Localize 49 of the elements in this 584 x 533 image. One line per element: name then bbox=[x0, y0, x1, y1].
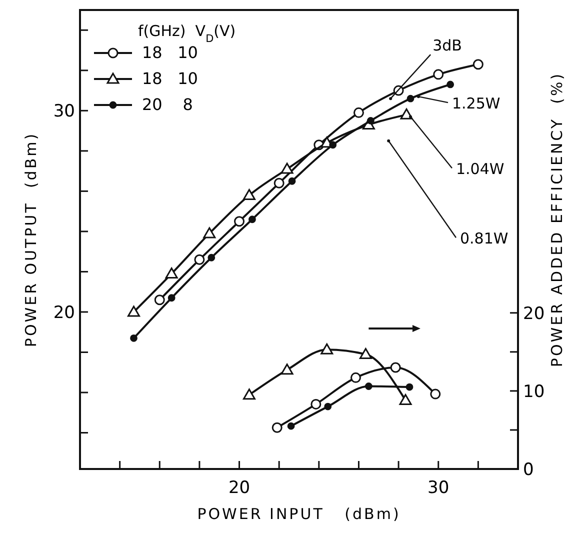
point bbox=[248, 216, 256, 224]
legend-label: 18 10 bbox=[142, 69, 198, 88]
point bbox=[406, 383, 414, 391]
point bbox=[274, 178, 284, 188]
point bbox=[364, 382, 372, 390]
point bbox=[165, 267, 178, 278]
y-axis-title: POWER OUTPUT (dBm) bbox=[22, 132, 40, 348]
annotation: 1.25W bbox=[452, 94, 500, 113]
point bbox=[194, 254, 205, 265]
point bbox=[203, 227, 216, 238]
point bbox=[400, 108, 413, 120]
point bbox=[128, 306, 140, 317]
point bbox=[310, 398, 322, 410]
point bbox=[234, 216, 245, 227]
y2-tick-label: 20 bbox=[523, 304, 545, 324]
annotation: 0.81W bbox=[460, 230, 508, 248]
point bbox=[320, 343, 334, 354]
point bbox=[242, 188, 256, 200]
point bbox=[350, 372, 361, 383]
point bbox=[472, 59, 484, 70]
y2-axis-title: POWER ADDED EFFICIENCY (%) bbox=[548, 72, 566, 368]
point bbox=[130, 334, 138, 342]
point bbox=[406, 94, 414, 102]
point bbox=[390, 362, 401, 373]
point bbox=[399, 394, 412, 406]
point bbox=[208, 254, 216, 262]
point bbox=[324, 402, 332, 410]
point bbox=[359, 348, 372, 359]
point bbox=[242, 388, 256, 400]
point bbox=[433, 69, 444, 80]
annotation: 1.04W bbox=[456, 160, 504, 178]
point bbox=[430, 388, 441, 400]
point bbox=[288, 177, 296, 185]
y2-tick-label: 0 bbox=[523, 460, 534, 480]
point bbox=[154, 294, 165, 306]
legend-label: 18 10 bbox=[142, 43, 198, 62]
annotation: 3dB bbox=[432, 36, 462, 55]
point bbox=[168, 294, 176, 302]
point bbox=[280, 364, 294, 375]
x-axis-title: POWER INPUT (dBm) bbox=[197, 505, 401, 523]
point bbox=[446, 80, 454, 88]
point bbox=[280, 162, 294, 174]
point bbox=[329, 141, 337, 149]
y2-tick-label: 10 bbox=[523, 382, 545, 402]
point bbox=[272, 422, 282, 433]
point bbox=[287, 422, 295, 430]
point bbox=[353, 107, 364, 118]
legend-label: 20 8 bbox=[142, 95, 193, 114]
legend-title: f(GHz) V$_{D}$(V) bbox=[138, 22, 236, 45]
